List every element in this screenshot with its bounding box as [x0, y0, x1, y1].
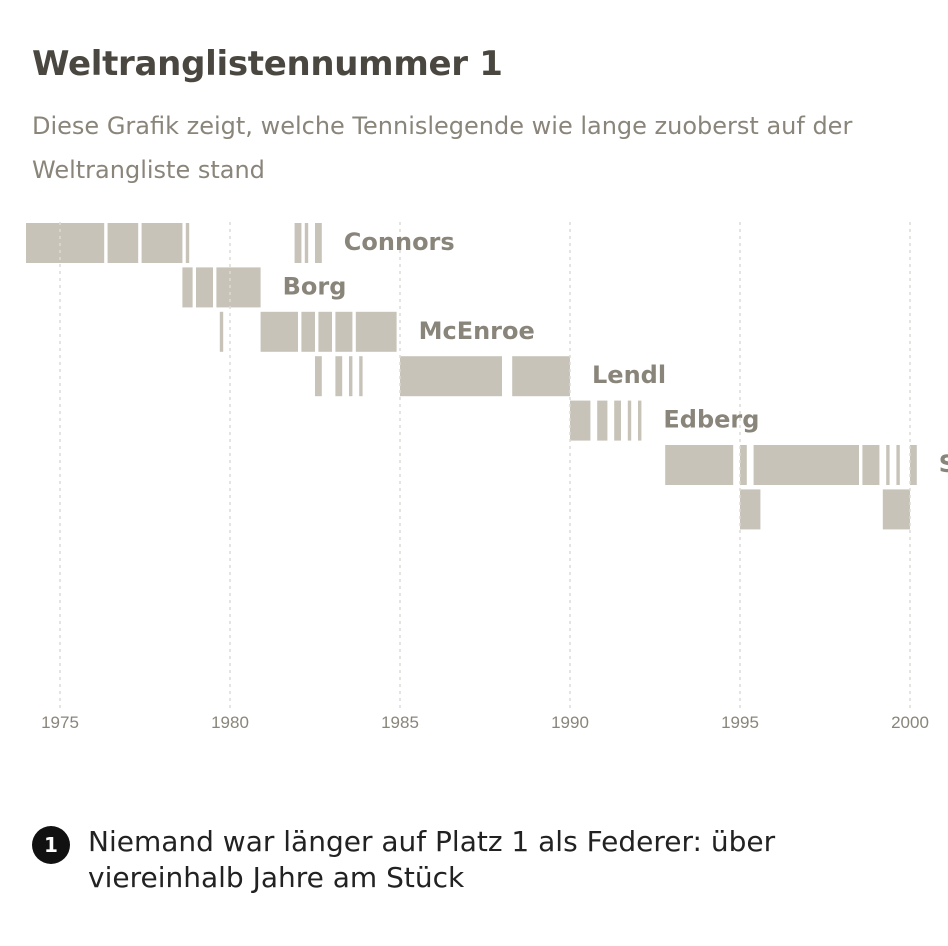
bar-borg: [216, 267, 261, 308]
player-labels: ConnorsBorgMcEnroeLendlEdbergSamprasAgas…: [283, 228, 948, 478]
tick-label: 1985: [381, 713, 419, 732]
tick-label: 1995: [721, 713, 759, 732]
bar-borg: [196, 267, 213, 308]
bar-sampras: [910, 445, 917, 485]
bar-sampras: [665, 445, 734, 485]
bar-lendl: [335, 356, 343, 397]
bar-sampras: [862, 445, 880, 485]
bar-sampras: [740, 445, 747, 485]
bar-edberg: [570, 400, 591, 441]
label-sampras: Sampras: [939, 450, 948, 478]
bar-lendl: [400, 356, 502, 397]
bar-mcenroe: [318, 311, 332, 352]
bar-lendl: [349, 356, 353, 397]
bar-sampras: [896, 445, 900, 485]
bar-connors: [304, 223, 309, 263]
bar-connors: [107, 223, 139, 263]
label-borg: Borg: [283, 272, 347, 300]
bar-sampras: [886, 445, 890, 485]
bar-borg: [182, 267, 193, 308]
chart-title: Weltranglistennummer 1: [32, 44, 503, 84]
bar-mcenroe: [355, 311, 397, 352]
bars: [26, 223, 917, 530]
x-axis: 197519801985199019952000200520102015: [41, 713, 929, 732]
label-connors: Connors: [344, 228, 455, 256]
timeline-chart: ConnorsBorgMcEnroeLendlEdbergSamprasAgas…: [26, 222, 948, 732]
bar-connors: [185, 223, 190, 263]
bar-lendl: [359, 356, 363, 397]
bar-lendl: [512, 356, 570, 397]
bar-connors: [315, 223, 322, 263]
tick-label: 1975: [41, 713, 79, 732]
bar-connors: [26, 223, 105, 263]
footnote-marker: 1: [32, 826, 70, 864]
bar-agassi: [740, 489, 761, 530]
bar-connors: [294, 223, 302, 263]
bar-agassi: [882, 489, 910, 530]
bar-mcenroe: [301, 311, 315, 352]
chart-subtitle: Diese Grafik zeigt, welche Tennislegende…: [32, 112, 853, 184]
footnote: 1 Niemand war länger auf Platz 1 als Fed…: [32, 824, 848, 896]
bar-mcenroe: [219, 311, 224, 352]
bar-mcenroe: [260, 311, 298, 352]
tick-label: 1980: [211, 713, 249, 732]
footnote-text: Niemand war länger auf Platz 1 als Feder…: [88, 825, 776, 894]
label-lendl: Lendl: [592, 361, 666, 389]
tick-label: 2000: [891, 713, 929, 732]
tick-label: 1990: [551, 713, 589, 732]
bar-edberg: [597, 400, 608, 441]
bar-edberg: [614, 400, 621, 441]
bar-edberg: [638, 400, 642, 441]
label-edberg: Edberg: [663, 406, 759, 434]
bar-connors: [141, 223, 183, 263]
bar-sampras: [753, 445, 859, 485]
bar-edberg: [627, 400, 632, 441]
label-mcenroe: McEnroe: [419, 317, 535, 345]
bar-mcenroe: [335, 311, 353, 352]
bar-lendl: [315, 356, 322, 397]
